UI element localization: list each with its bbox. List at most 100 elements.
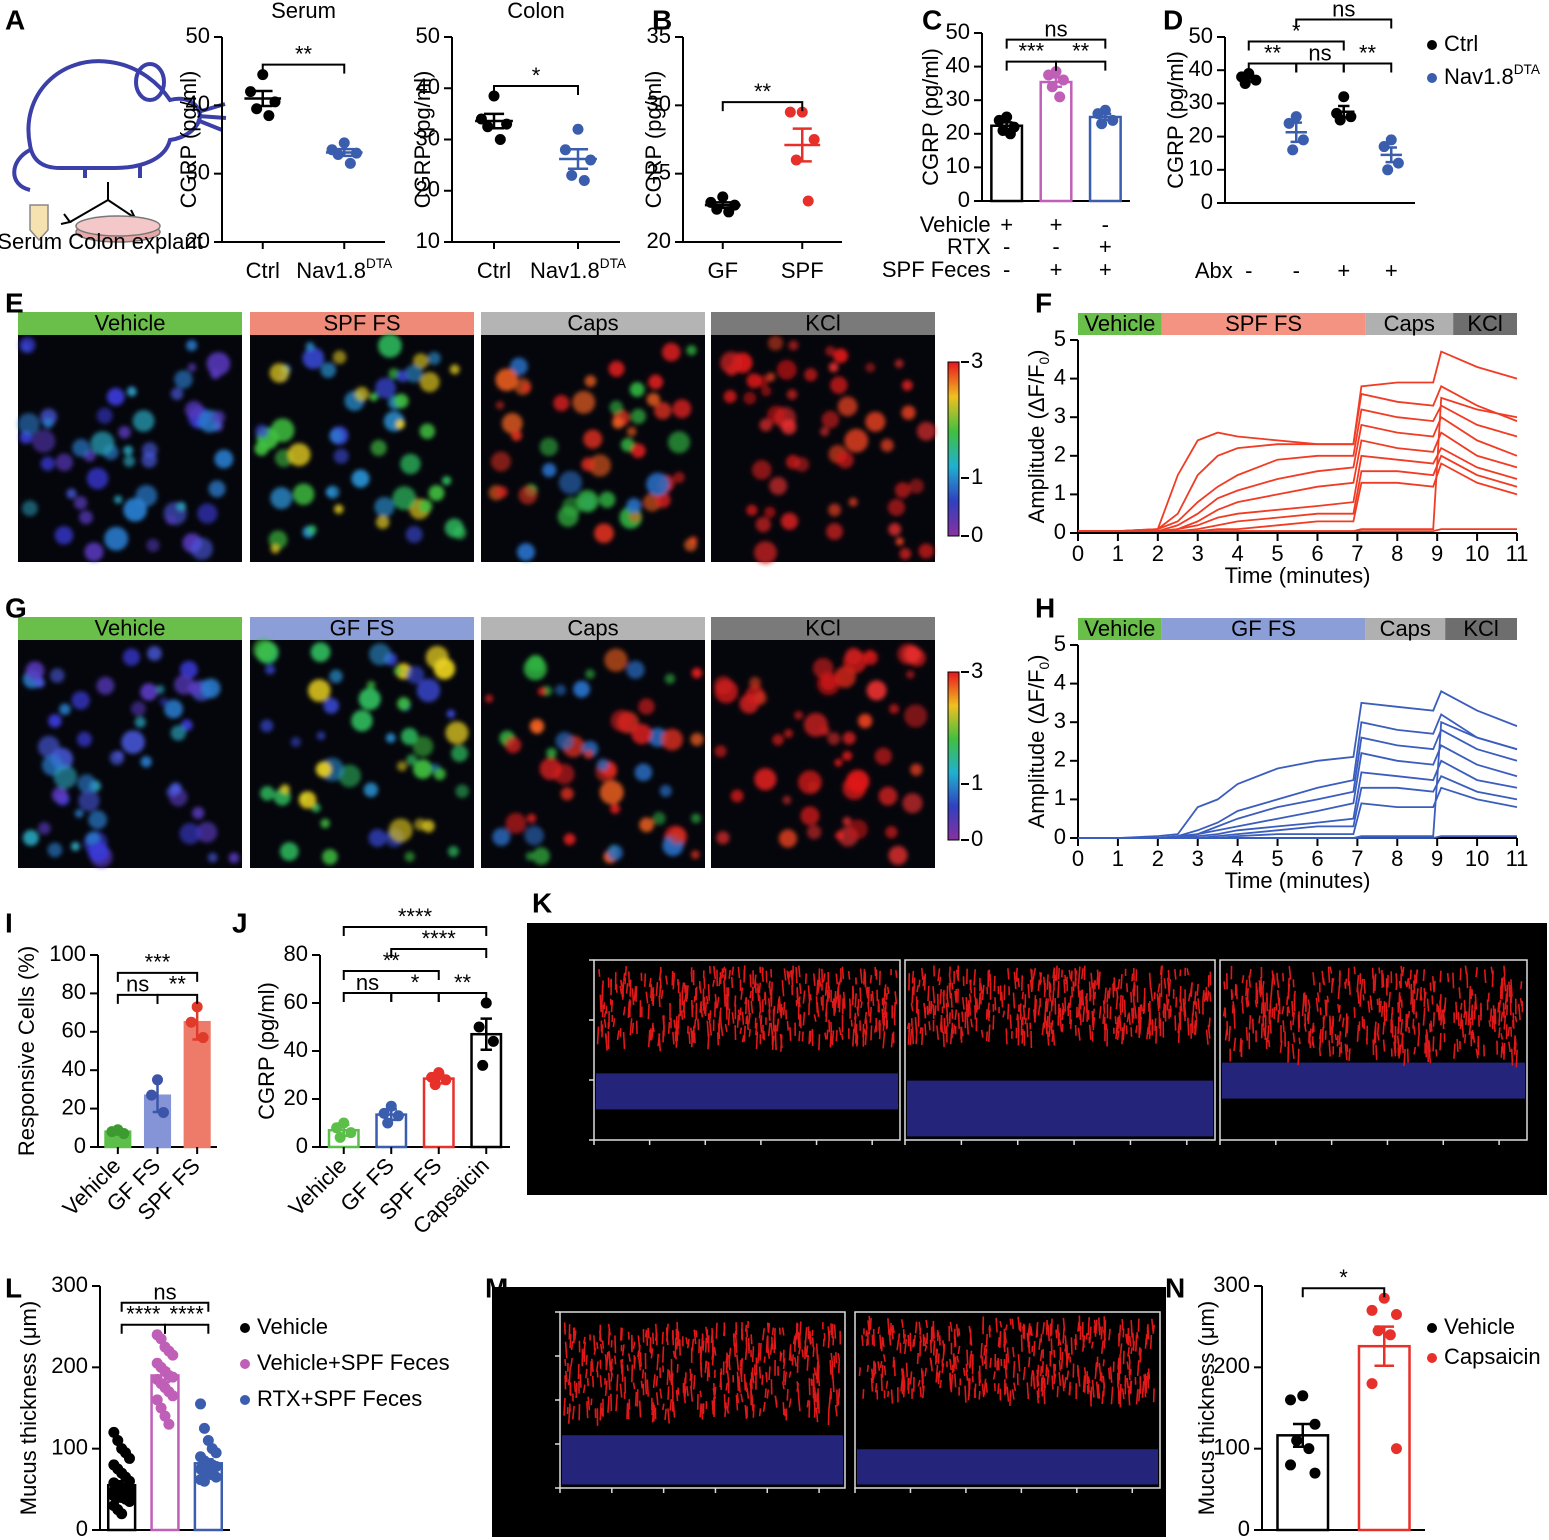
bacterium xyxy=(616,1374,619,1391)
bacterium xyxy=(1126,1361,1130,1370)
cell xyxy=(70,841,80,851)
bacterium xyxy=(1009,1014,1012,1029)
bacterium xyxy=(917,1379,921,1387)
bacterium xyxy=(711,1347,715,1366)
bacterium xyxy=(1011,1389,1015,1400)
epithelium xyxy=(907,1080,1213,1137)
y-tick-label: 30 xyxy=(416,125,440,150)
bacterium xyxy=(786,1020,789,1031)
bacterium xyxy=(913,1334,917,1347)
y-tick-label: 5 xyxy=(1054,631,1066,656)
cell xyxy=(772,734,784,746)
data-point xyxy=(717,191,729,203)
bacterium xyxy=(1069,1019,1073,1029)
bacterium xyxy=(1087,1376,1091,1384)
legend-marker xyxy=(1427,40,1437,50)
bacterium xyxy=(799,1321,802,1336)
bacterium xyxy=(1085,996,1088,1011)
bacterium xyxy=(1472,1031,1476,1044)
x-tick-label: 500 xyxy=(801,1490,838,1515)
bacterium xyxy=(1393,1041,1397,1057)
bacterium xyxy=(1057,968,1060,980)
bacterium xyxy=(651,1332,655,1345)
bacterium xyxy=(1089,1390,1092,1407)
bacterium xyxy=(625,983,629,994)
bacterium xyxy=(746,1387,750,1399)
bacterium xyxy=(838,994,841,1013)
bacterium xyxy=(637,1344,641,1360)
bacterium xyxy=(1439,970,1442,983)
cell xyxy=(751,460,772,480)
cell xyxy=(490,451,511,472)
cell xyxy=(147,646,162,661)
bacterium xyxy=(778,1003,782,1013)
cell xyxy=(49,668,65,683)
bacterium xyxy=(1026,1382,1030,1400)
bacterium xyxy=(647,1327,650,1339)
legend-label-part: RTX+SPF Feces xyxy=(257,1386,422,1411)
bacterium xyxy=(797,1331,800,1348)
bacterium xyxy=(987,1024,991,1042)
cell xyxy=(121,730,145,754)
bacterium xyxy=(722,974,726,982)
bacterium xyxy=(685,985,688,1002)
bacterium xyxy=(699,1349,703,1366)
cell xyxy=(629,382,645,397)
bacterium xyxy=(1498,1027,1501,1038)
x-axis-label: Distance (μm) xyxy=(993,1505,1130,1530)
y-axis-label-part: ) xyxy=(1024,350,1049,357)
header-bar xyxy=(481,312,705,335)
bacterium xyxy=(1090,972,1094,989)
cell xyxy=(807,824,822,840)
x-tick-label: 11 xyxy=(1506,541,1529,566)
x-tick-label-part: DTA xyxy=(366,256,393,271)
cell xyxy=(123,497,148,522)
bacterium xyxy=(1338,1031,1342,1045)
bacterium xyxy=(1353,966,1356,975)
cell xyxy=(388,818,413,843)
cell xyxy=(714,745,727,758)
bacterium xyxy=(736,1354,740,1371)
bacterium xyxy=(909,1028,913,1046)
x-tick-label: 300 xyxy=(743,1142,780,1167)
x-axis-label: Time (minutes) xyxy=(1225,868,1371,893)
bacterium xyxy=(1240,1040,1243,1057)
bacterium xyxy=(786,1389,789,1401)
bacterium xyxy=(916,984,920,993)
trace xyxy=(1078,396,1518,532)
bacterium xyxy=(1128,1012,1131,1025)
bacterium xyxy=(951,1009,954,1019)
cell xyxy=(542,463,557,478)
bacterium xyxy=(605,1035,608,1043)
bacterium xyxy=(949,1321,953,1332)
bacterium xyxy=(886,986,890,995)
bacterium xyxy=(1251,1018,1255,1034)
bacterium xyxy=(1065,1355,1068,1366)
cell xyxy=(334,504,344,514)
cell xyxy=(190,537,213,560)
cell xyxy=(176,501,187,512)
cell xyxy=(332,350,347,365)
bacterium xyxy=(1292,1012,1296,1026)
x-axis-label: Time (minutes) xyxy=(1225,563,1371,588)
y-tick-label: 40 xyxy=(62,1056,86,1081)
bacterium xyxy=(824,982,828,996)
bacterium xyxy=(883,1365,887,1376)
data-point xyxy=(796,106,808,118)
bacterium xyxy=(1475,967,1479,978)
error-bar xyxy=(1385,146,1397,164)
bacterium xyxy=(1119,1343,1123,1354)
bacterium xyxy=(749,974,752,988)
bacterium xyxy=(1013,971,1017,990)
y-tick-label: 200 xyxy=(550,1006,587,1031)
cell xyxy=(66,488,77,499)
bacterium xyxy=(1146,1026,1149,1040)
bacterium xyxy=(1356,1024,1360,1042)
bacterium xyxy=(582,1336,586,1344)
cell xyxy=(830,376,848,394)
y-tick-label: 0 xyxy=(575,1126,587,1151)
bacterium xyxy=(817,1364,820,1379)
bacterium xyxy=(788,970,792,978)
bacterium xyxy=(732,1333,736,1347)
